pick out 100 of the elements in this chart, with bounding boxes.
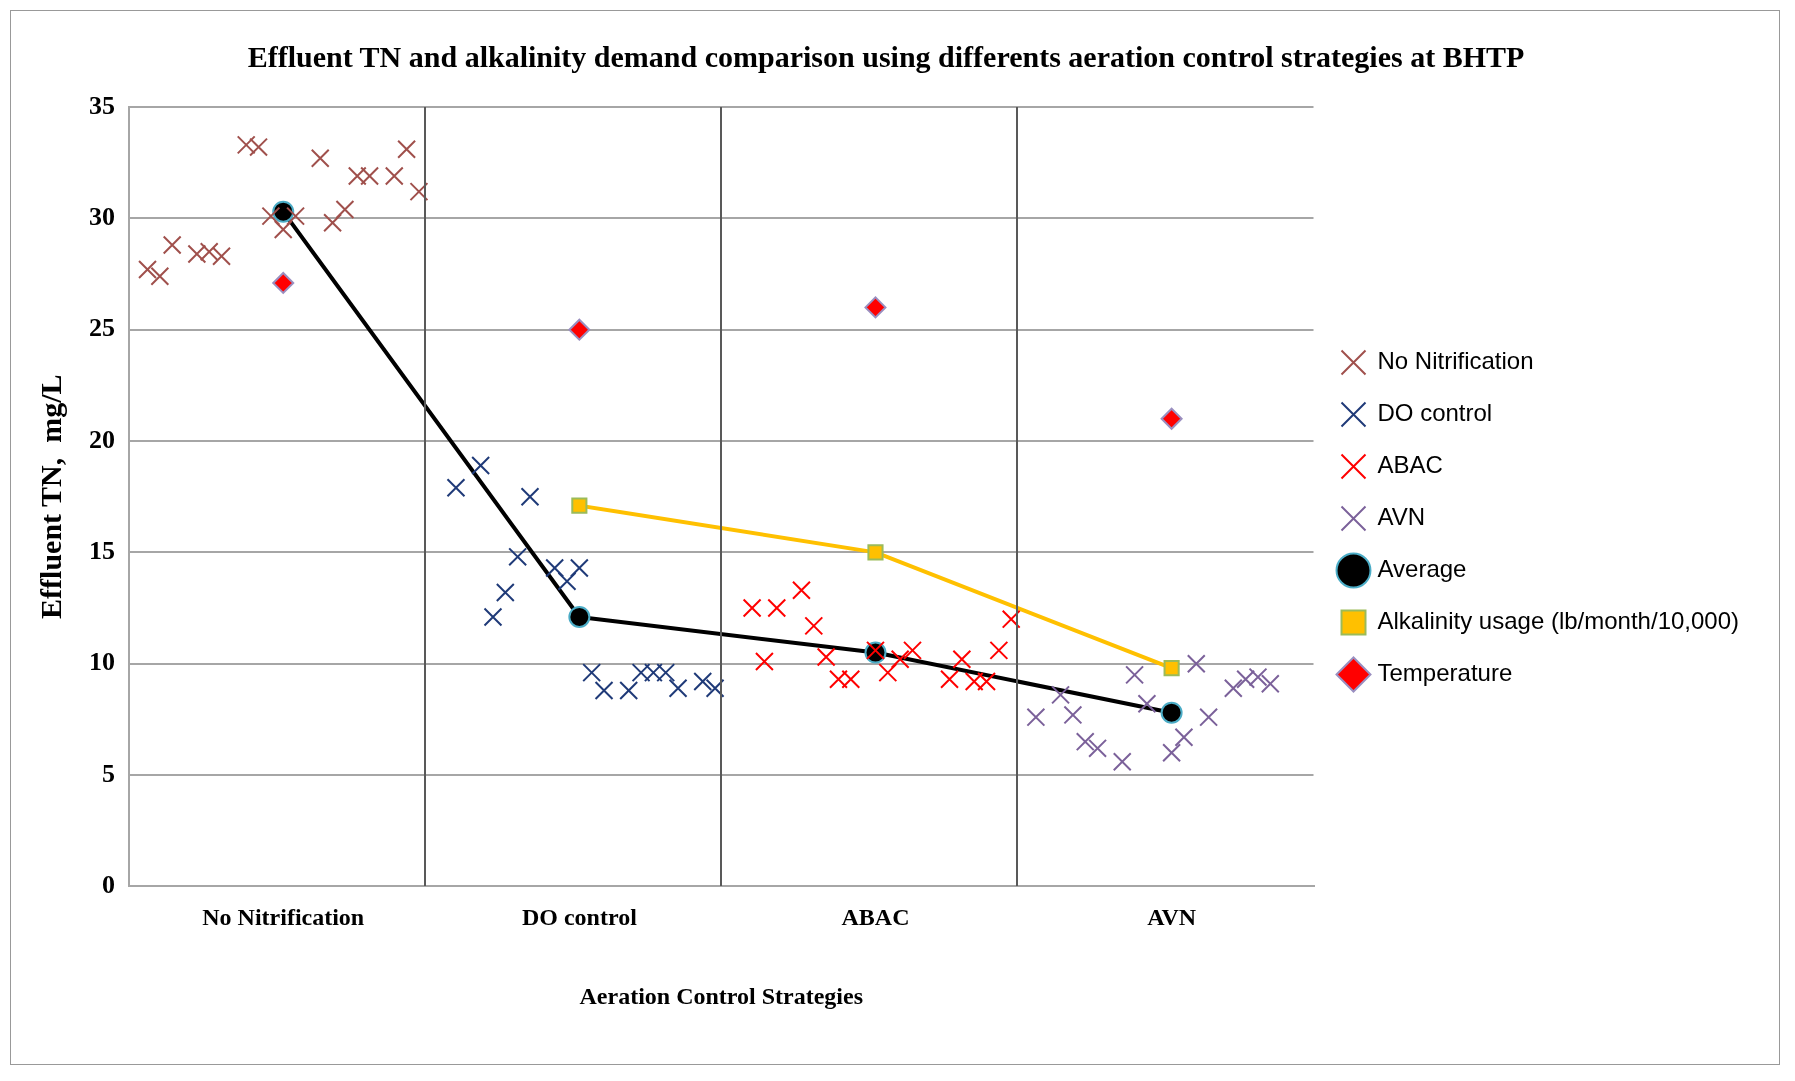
point	[1186, 654, 1206, 674]
point	[1026, 707, 1046, 727]
point	[335, 199, 355, 219]
point	[816, 647, 836, 667]
point	[631, 663, 651, 683]
point	[791, 580, 811, 600]
point	[1248, 667, 1268, 687]
point	[1174, 727, 1194, 747]
point	[903, 640, 922, 660]
point	[310, 148, 330, 168]
y-tick-label: 15	[89, 536, 115, 566]
x-tick-label: ABAC	[841, 904, 910, 930]
point	[571, 497, 588, 514]
point	[693, 672, 713, 692]
y-tick-label: 30	[89, 202, 115, 232]
legend-label: DO control	[1377, 399, 1493, 427]
y-tick-label: 25	[89, 313, 115, 343]
point	[1063, 705, 1083, 725]
point	[557, 571, 577, 591]
point	[864, 296, 887, 319]
point	[656, 663, 676, 683]
legend-label: ABAC	[1377, 451, 1443, 479]
point	[323, 213, 343, 233]
point	[272, 200, 295, 223]
point	[568, 605, 591, 628]
point	[508, 547, 528, 567]
point	[1075, 732, 1095, 752]
point	[977, 672, 997, 692]
point	[1137, 694, 1157, 714]
point	[187, 244, 207, 264]
point	[568, 318, 591, 341]
point	[1236, 669, 1256, 689]
point	[964, 672, 984, 692]
x-axis-title: Aeration Control Strategies	[579, 982, 863, 1009]
legend-label: AVN	[1377, 503, 1426, 531]
chart-title: Effluent TN and alkalinity demand comparison using differents aeration control strategies at BHTP	[247, 39, 1525, 73]
point	[569, 558, 589, 578]
point	[286, 206, 306, 226]
y-tick-label: 0	[102, 870, 115, 900]
y-axis-title: Effluent TN, mg/L	[33, 374, 67, 619]
point	[940, 669, 959, 689]
point	[594, 680, 614, 700]
y-tick-label: 20	[89, 424, 115, 454]
point	[347, 166, 367, 186]
y-tick-label: 5	[102, 758, 115, 788]
point	[754, 652, 774, 671]
point	[582, 663, 602, 683]
legend-label: Alkalinity usage (lb/month/10,000)	[1377, 607, 1740, 635]
point	[199, 242, 219, 262]
legend-label: Average	[1377, 555, 1467, 583]
y-tick-label: 35	[89, 90, 115, 120]
point	[272, 271, 295, 294]
point	[878, 663, 898, 683]
point	[828, 669, 848, 689]
point	[261, 206, 281, 226]
point	[545, 558, 565, 578]
point	[619, 680, 639, 700]
point	[1223, 678, 1243, 698]
point	[1125, 665, 1145, 685]
point	[1001, 609, 1021, 629]
point	[804, 616, 824, 636]
point	[138, 260, 157, 280]
point	[1162, 743, 1182, 763]
point	[212, 246, 232, 266]
y-tick-label: 10	[89, 647, 115, 677]
point	[409, 182, 429, 202]
point	[767, 598, 787, 618]
point	[1199, 707, 1219, 727]
x-tick-label: No Nitrification	[202, 904, 365, 930]
point	[360, 166, 380, 186]
point	[742, 598, 762, 618]
point	[867, 544, 884, 561]
point	[1088, 738, 1108, 758]
x-tick-label: AVN	[1147, 904, 1197, 930]
point	[483, 607, 503, 627]
point	[668, 678, 688, 698]
point	[643, 663, 663, 683]
x-tick-label: DO control	[521, 904, 638, 930]
point	[952, 649, 972, 669]
point	[1051, 685, 1071, 705]
legend-label: No Nitrification	[1377, 347, 1534, 375]
point	[384, 166, 404, 186]
point	[1160, 407, 1183, 430]
point	[1163, 660, 1180, 677]
point	[890, 649, 910, 669]
point	[471, 456, 491, 476]
point	[273, 219, 293, 239]
point	[705, 678, 725, 698]
point	[397, 139, 417, 159]
point	[1112, 752, 1132, 772]
point	[520, 487, 540, 507]
point	[162, 235, 182, 255]
point	[236, 135, 256, 155]
point	[446, 478, 466, 498]
point	[249, 137, 269, 157]
legend-label: Temperature	[1377, 659, 1513, 687]
point	[495, 582, 515, 602]
point	[989, 640, 1009, 660]
point	[1160, 701, 1183, 724]
point	[150, 266, 170, 286]
